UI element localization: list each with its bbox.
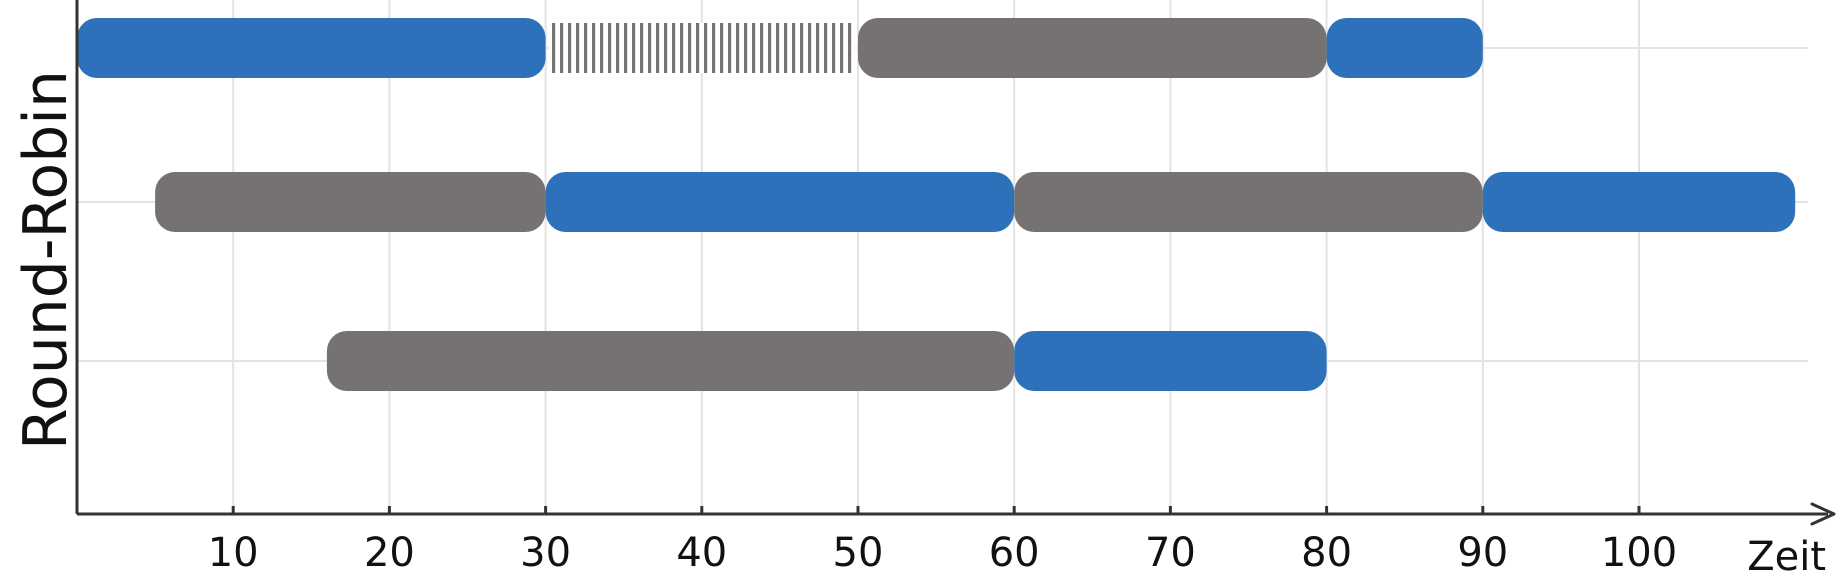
x-tick-label: 60	[989, 530, 1040, 576]
gantt-bars	[77, 18, 1796, 391]
gantt-bar-running	[1326, 18, 1483, 78]
gantt-bar-ready	[326, 331, 1015, 391]
gantt-bar-running	[1482, 172, 1796, 232]
x-tick-label: 20	[364, 530, 415, 576]
x-tick-label: 100	[1601, 530, 1677, 576]
axes: 10 20 30 40 50 60 70 80 90 100	[75, 0, 1836, 576]
axis-labels: Round-Robin Zeit	[11, 70, 1826, 580]
y-axis-label: Round-Robin	[11, 70, 81, 450]
gantt-row	[326, 331, 1327, 391]
gantt-bar-ready	[1014, 172, 1483, 232]
x-axis-arrowhead	[1810, 502, 1836, 526]
x-tick-label: 90	[1457, 530, 1508, 576]
gantt-bar-ready	[858, 18, 1327, 78]
x-axis-label: Zeit	[1747, 534, 1826, 580]
gantt-bar-blocked	[548, 23, 855, 73]
gantt-bar-running	[1014, 331, 1327, 391]
x-tick-label: 70	[1145, 530, 1196, 576]
x-tick-label: 30	[520, 530, 571, 576]
x-tick-label: 50	[833, 530, 884, 576]
gantt-row	[155, 172, 1796, 232]
x-tick-label: 10	[208, 530, 259, 576]
x-tick-label: 40	[676, 530, 727, 576]
gantt-bar-ready	[155, 172, 546, 232]
gantt-bar-running	[77, 18, 546, 78]
gantt-row	[77, 18, 1483, 78]
x-tick-label: 80	[1301, 530, 1352, 576]
gantt-bar-running	[545, 172, 1015, 232]
